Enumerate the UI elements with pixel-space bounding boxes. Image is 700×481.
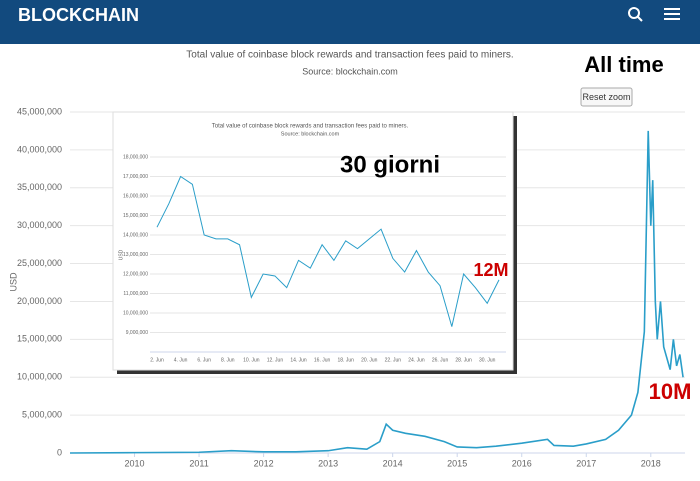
x-tick-label: 2011: [189, 458, 208, 468]
search-icon[interactable]: [628, 7, 643, 22]
y-tick-label: 0: [57, 447, 62, 457]
menu-icon[interactable]: [664, 8, 680, 20]
x-tick-label: 10. Jun: [243, 357, 260, 363]
x-tick-label: 2016: [512, 458, 532, 468]
brand[interactable]: BLOCKCHAIN: [18, 5, 139, 25]
y-tick-label: 11,000,000: [123, 291, 148, 297]
header-bar: [0, 0, 700, 44]
x-tick-label: 2012: [254, 458, 274, 468]
reset-zoom-button[interactable]: Reset zoom: [580, 87, 633, 107]
x-tick-label: 14. Jun: [290, 357, 307, 363]
x-tick-label: 2018: [641, 458, 661, 468]
y-tick-label: 18,000,000: [123, 154, 148, 160]
x-tick-label: 30. Jun: [479, 357, 496, 363]
y-tick-label: 9,000,000: [126, 330, 148, 336]
annotation: All time: [584, 52, 663, 77]
y-tick-label: 16,000,000: [123, 193, 148, 199]
data-line: [69, 130, 684, 454]
x-tick-label: 2. Jun: [150, 357, 164, 363]
y-tick-label: 14,000,000: [123, 232, 148, 238]
x-tick-label: 2010: [125, 458, 145, 468]
x-tick-label: 16. Jun: [314, 357, 331, 363]
inset-chart: 2. Jun 4. Jun 6. Jun 8. Jun 10. Jun 12. Jun 14…: [112, 111, 517, 374]
x-tick-label: 6. Jun: [197, 357, 211, 363]
x-tick-label: 20. Jun: [361, 357, 378, 363]
x-tick-label: 2015: [447, 458, 467, 468]
x-tick-label: 18. Jun: [337, 357, 354, 363]
x-tick-label: 2017: [576, 458, 596, 468]
x-tick-label: 26. Jun: [432, 357, 449, 363]
y-tick-label: 17,000,000: [123, 174, 148, 180]
y-tick-label: 40,000,000: [17, 144, 62, 154]
inset-frame: [112, 111, 514, 371]
button-bg[interactable]: [580, 87, 633, 107]
x-tick-label: 2013: [318, 458, 338, 468]
y-tick-label: 12,000,000: [123, 271, 148, 277]
y-axis-label: USD: [8, 272, 18, 292]
chart-subtitle: Source: blockchain.com: [302, 66, 398, 76]
chart-title: Total value of coinbase block rewards an…: [186, 50, 513, 61]
x-tick-label: 28. Jun: [455, 357, 472, 363]
y-tick-label: 10,000,000: [123, 310, 148, 316]
y-tick-label: 15,000,000: [17, 334, 62, 344]
y-tick-label: 35,000,000: [17, 182, 62, 192]
y-tick-label: 5,000,000: [22, 409, 62, 419]
y-tick-label: 25,000,000: [17, 258, 62, 268]
annotation: 12M: [473, 260, 508, 280]
y-tick-label: 45,000,000: [17, 106, 62, 116]
annotation: 30 giorni: [340, 151, 440, 178]
x-tick-label: 12. Jun: [267, 357, 284, 363]
button-label[interactable]: Reset zoom: [582, 92, 630, 102]
x-tick-label: 2014: [383, 458, 403, 468]
annotation: 10M: [649, 379, 692, 404]
x-tick-label: 4. Jun: [174, 357, 188, 363]
x-tick-label: 22. Jun: [385, 357, 402, 363]
y-tick-label: 13,000,000: [123, 252, 148, 258]
y-tick-label: 10,000,000: [17, 372, 62, 382]
y-tick-label: 30,000,000: [17, 220, 62, 230]
y-axis-label: USD: [118, 249, 124, 260]
y-tick-label: 15,000,000: [123, 213, 148, 219]
x-tick-label: 8. Jun: [221, 357, 235, 363]
chart-subtitle: Source: blockchain.com: [281, 131, 340, 137]
data-line: [156, 175, 500, 327]
x-tick-label: 24. Jun: [408, 357, 425, 363]
y-tick-label: 20,000,000: [17, 296, 62, 306]
chart-title: Total value of coinbase block rewards an…: [212, 124, 409, 130]
